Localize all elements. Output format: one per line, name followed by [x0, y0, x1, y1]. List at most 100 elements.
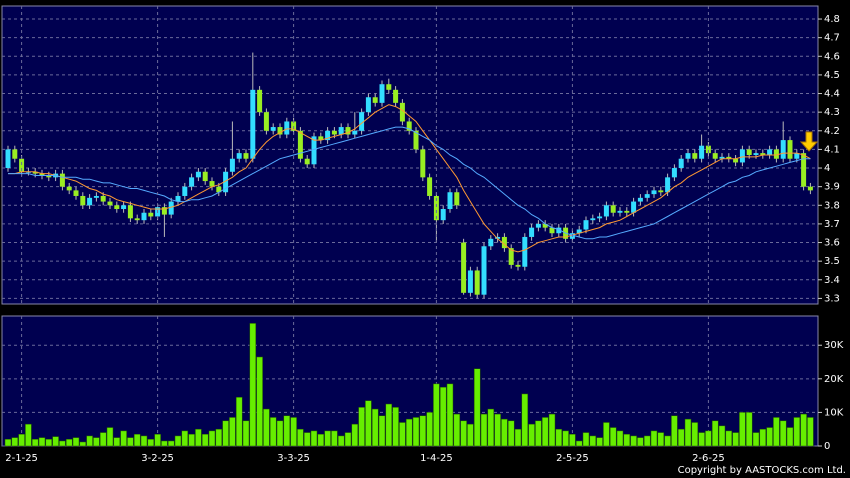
candle-body [277, 127, 283, 135]
candle-body [576, 229, 582, 234]
candle-body [141, 212, 147, 221]
candle-body [631, 201, 637, 213]
volume-bar [800, 413, 807, 447]
volume-bar [705, 430, 712, 447]
y-tick-label: 3.8 [824, 200, 840, 211]
candle-body [243, 153, 249, 159]
candle-body [549, 227, 555, 234]
volume-bar [480, 413, 488, 447]
y-tick-label: 3.5 [824, 256, 840, 267]
volume-bar [677, 428, 685, 447]
volume-bar [120, 430, 127, 447]
volume-bar [514, 428, 522, 447]
volume-bar [99, 432, 107, 447]
y-tick-label: 4.8 [824, 14, 840, 25]
y-tick-label: 4.5 [824, 70, 840, 81]
volume-bar [317, 433, 325, 447]
candle-body [338, 127, 344, 135]
volume-bar [181, 430, 189, 447]
volume-bar [331, 430, 338, 447]
volume-bar [140, 435, 148, 447]
volume-bar [59, 440, 66, 447]
candle-body [753, 153, 759, 155]
volume-bar [643, 435, 651, 447]
volume-bar [4, 439, 12, 447]
candle-body [345, 127, 351, 135]
volume-bar [65, 439, 73, 447]
candle-body [807, 186, 813, 191]
volume-bar [467, 423, 474, 447]
candle-body [733, 158, 739, 163]
volume-bar [385, 403, 393, 447]
candle-body [467, 270, 473, 293]
candle-body [270, 127, 276, 131]
candle-body [257, 89, 263, 113]
volume-bar [779, 420, 787, 447]
candle-body [427, 177, 433, 196]
y-tick-label: 3.4 [824, 275, 840, 286]
volume-bar [766, 427, 773, 447]
candle-body [535, 223, 541, 228]
volume-bar [691, 422, 699, 447]
arrow-marker [799, 131, 819, 152]
y-tick-label: 4 [824, 163, 830, 174]
volume-bar [650, 430, 658, 447]
candle-body [114, 205, 120, 210]
volume-bar [752, 432, 760, 447]
candle-body [59, 173, 65, 187]
candle-body [780, 140, 786, 159]
volume-bar [630, 435, 637, 447]
candle-body [773, 149, 779, 159]
volume-bar [494, 413, 501, 447]
candle-body [202, 171, 208, 182]
candle-body [529, 227, 535, 237]
candle-body [365, 97, 371, 113]
volume-bar [11, 437, 19, 447]
copyright: Copyright by AASTOCKS.com Ltd. [678, 465, 846, 476]
candle-body [100, 195, 106, 202]
volume-bar [575, 440, 583, 447]
candle-body [597, 216, 603, 219]
candle-body [440, 209, 446, 221]
volume-bar [501, 418, 508, 447]
candle-body [161, 207, 167, 215]
candle-body [406, 121, 412, 131]
candle-body [311, 136, 317, 165]
candle-body [413, 130, 419, 150]
volume-bar [93, 437, 100, 447]
volume-bar [807, 417, 814, 447]
x-tick-label: 2-5-25 [556, 453, 589, 464]
volume-bar [45, 439, 53, 447]
candle-body [32, 171, 38, 174]
volume-bar [222, 420, 229, 447]
volume-bar [419, 415, 427, 447]
candle-body [399, 102, 405, 122]
volume-bar [215, 428, 223, 447]
candle-body [229, 158, 235, 172]
candle-body [39, 173, 45, 176]
candle-body [19, 158, 25, 172]
volume-bar [433, 383, 440, 447]
volume-bar [38, 437, 46, 447]
volume-bar [623, 433, 631, 447]
candle-body [671, 168, 677, 178]
candle-body [603, 205, 609, 217]
volume-bar [106, 427, 114, 447]
volume-bar [453, 413, 461, 447]
candle-body [250, 89, 256, 159]
volume-bar [174, 435, 182, 447]
candle-body [73, 190, 79, 196]
volume-bar [569, 433, 576, 447]
volume-bar [303, 432, 311, 447]
volume-bar [52, 436, 59, 447]
candle-body [46, 175, 52, 178]
volume-bar [698, 432, 705, 447]
candle-body [379, 84, 385, 103]
volume-bar [113, 437, 121, 447]
candle-body [692, 153, 698, 159]
candle-body [284, 121, 290, 135]
x-tick-label: 3-3-25 [277, 453, 310, 464]
candle-body [236, 153, 242, 159]
plot-layer: 3.3 3.4 3.5 3.6 3.7 3.8 3.9 4 4.1 4.2 4.3 4.4 4.5 4.6… [2, 6, 844, 464]
